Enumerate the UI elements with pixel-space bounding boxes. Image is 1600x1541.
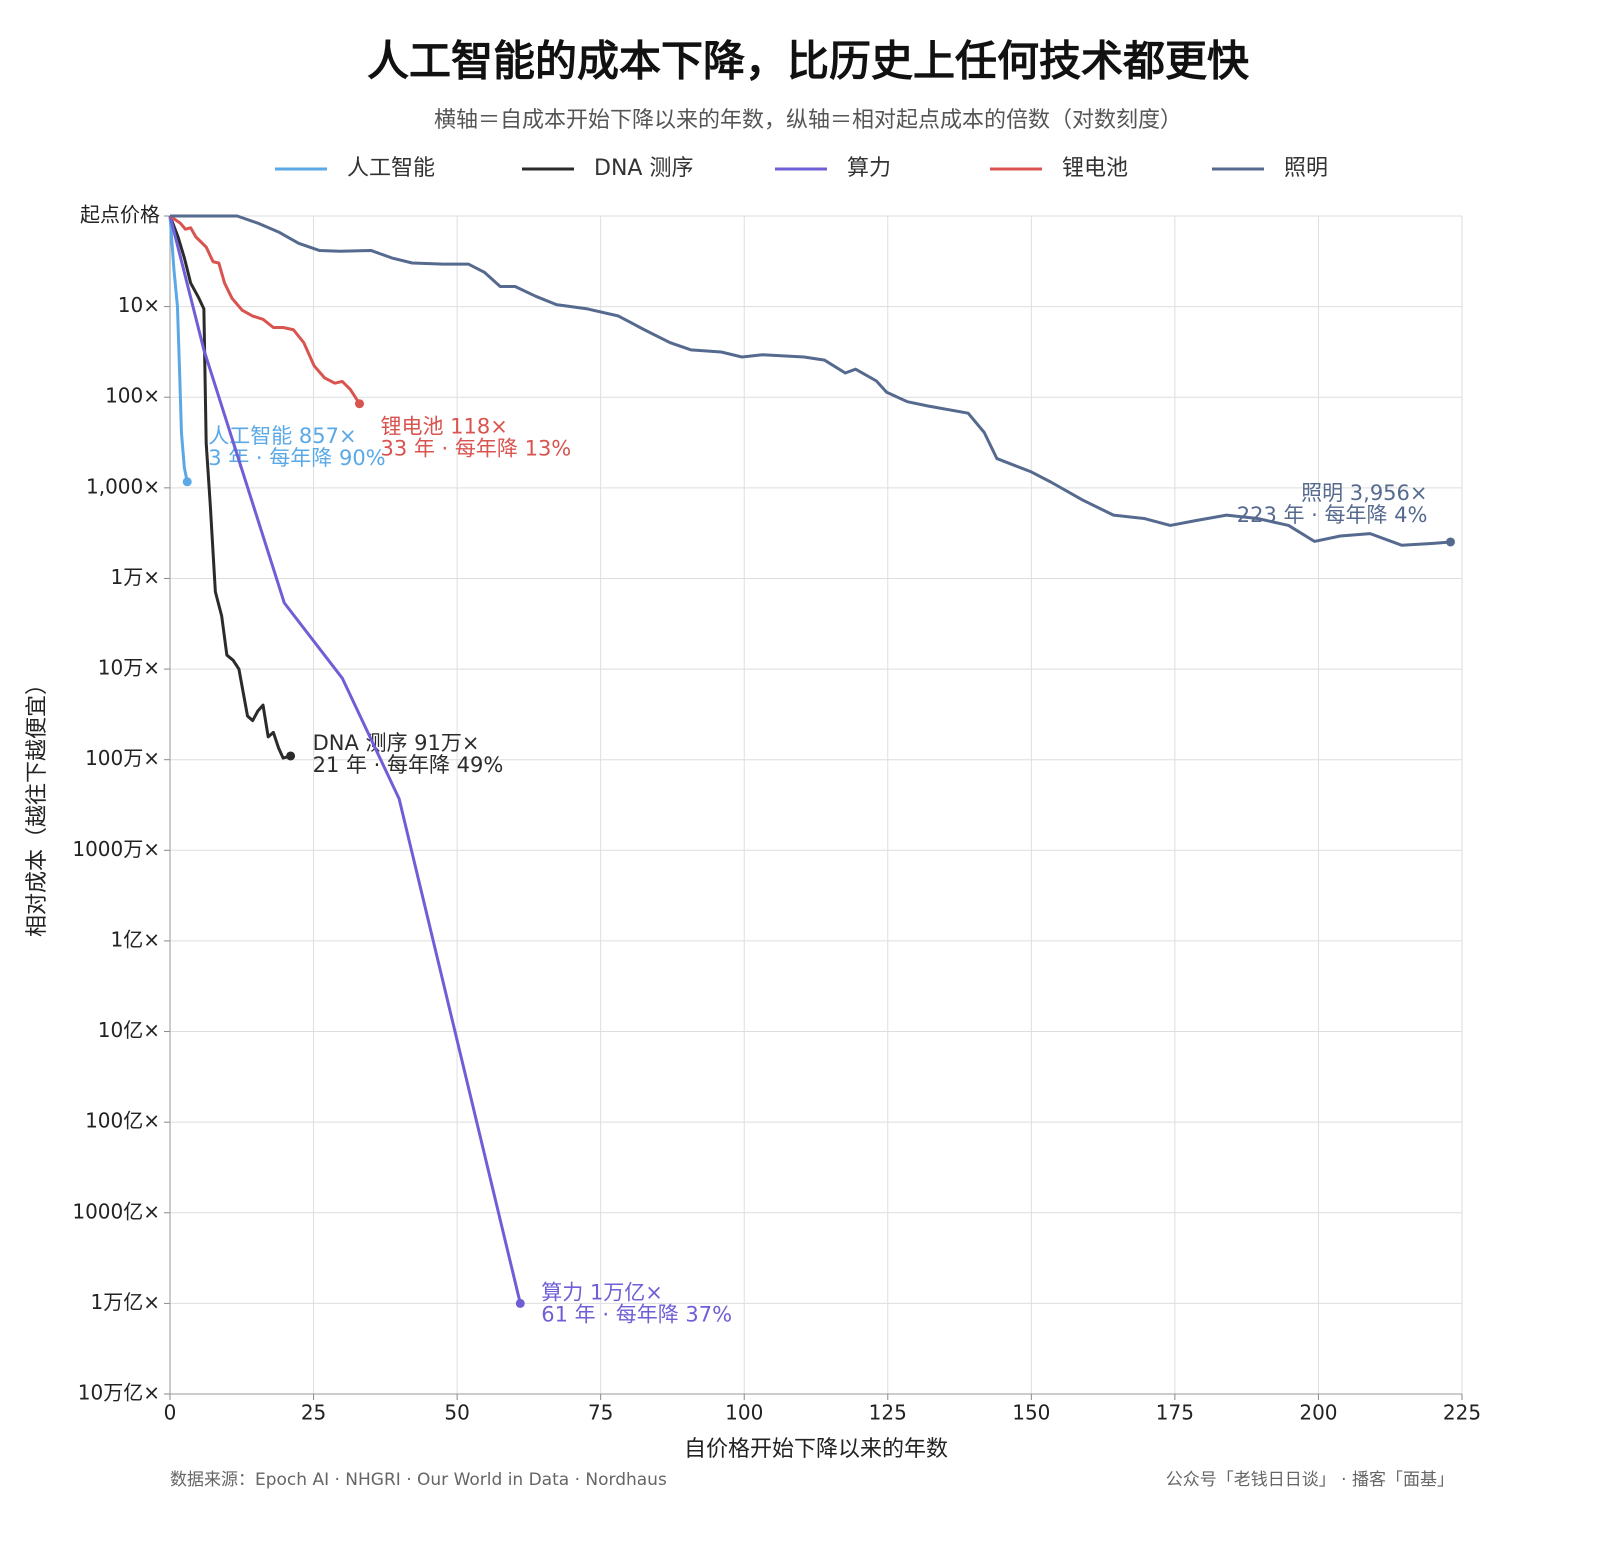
x-tick-label: 175	[1156, 1401, 1194, 1425]
legend-label: 人工智能	[347, 156, 435, 181]
y-tick-label: 1亿×	[111, 927, 160, 951]
source-note: 数据来源：Epoch AI · NHGRI · Our World in Dat…	[170, 1470, 667, 1490]
y-tick-label: 1000万×	[72, 837, 160, 861]
annotation-label: 算力 1万亿×	[541, 1280, 663, 1304]
legend-label: 锂电池	[1062, 156, 1128, 181]
annotation-note: 223 年 · 每年降 4%	[1237, 503, 1428, 527]
chart-subtitle: 横轴＝自成本开始下降以来的年数，纵轴＝相对起点成本的倍数（对数刻度）	[434, 108, 1182, 133]
y-tick-label: 10万×	[98, 656, 160, 680]
y-tick-label: 1万×	[111, 565, 160, 589]
end-point	[1446, 537, 1456, 547]
end-point	[286, 751, 296, 761]
annotation-label: DNA 测序 91万×	[313, 731, 480, 755]
y-tick-label: 1万亿×	[91, 1290, 160, 1314]
series-line	[168, 215, 291, 760]
x-axis-label: 自价格开始下降以来的年数	[684, 1437, 948, 1462]
credit-note: 公众号「老钱日日谈」 · 播客「面基」	[1166, 1470, 1454, 1490]
series-line	[170, 214, 1451, 547]
series-line	[168, 215, 189, 483]
y-tick-label: 1000亿×	[72, 1199, 160, 1223]
legend-label: DNA 测序	[594, 156, 693, 181]
x-tick-label: 50	[444, 1401, 469, 1425]
y-tick-label: 100亿×	[85, 1109, 160, 1133]
y-tick-label: 1,000×	[86, 474, 160, 498]
series-line	[169, 214, 361, 405]
y-tick-label: 10×	[118, 293, 160, 317]
series-line	[168, 215, 522, 1304]
x-tick-label: 125	[869, 1401, 907, 1425]
x-tick-label: 200	[1299, 1401, 1337, 1425]
end-point	[354, 399, 364, 409]
x-tick-label: 75	[588, 1401, 613, 1425]
end-point	[515, 1298, 525, 1308]
y-axis-label: 相对成本（越往下越便宜）	[25, 673, 50, 937]
y-tick-label: 100万×	[85, 746, 160, 770]
annotation-label: 照明 3,956×	[1301, 481, 1427, 505]
legend-label: 算力	[847, 156, 891, 181]
annotation-note: 61 年 · 每年降 37%	[541, 1302, 732, 1326]
annotation-note: 21 年 · 每年降 49%	[313, 753, 504, 777]
x-tick-label: 100	[725, 1401, 763, 1425]
end-point	[182, 477, 192, 487]
y-tick-label: 10万亿×	[78, 1381, 160, 1405]
y-tick-label: 起点价格	[80, 203, 160, 227]
legend-label: 照明	[1284, 156, 1328, 181]
chart-title: 人工智能的成本下降，比历史上任何技术都更快	[367, 37, 1250, 86]
y-tick-label: 10亿×	[98, 1018, 160, 1042]
x-tick-label: 0	[164, 1401, 177, 1425]
x-tick-label: 150	[1012, 1401, 1050, 1425]
annotation-note: 33 年 · 每年降 13%	[380, 437, 571, 461]
x-tick-label: 25	[301, 1401, 326, 1425]
y-tick-label: 100×	[105, 384, 160, 408]
annotation-label: 锂电池 118×	[380, 415, 507, 439]
x-tick-label: 225	[1443, 1401, 1481, 1425]
